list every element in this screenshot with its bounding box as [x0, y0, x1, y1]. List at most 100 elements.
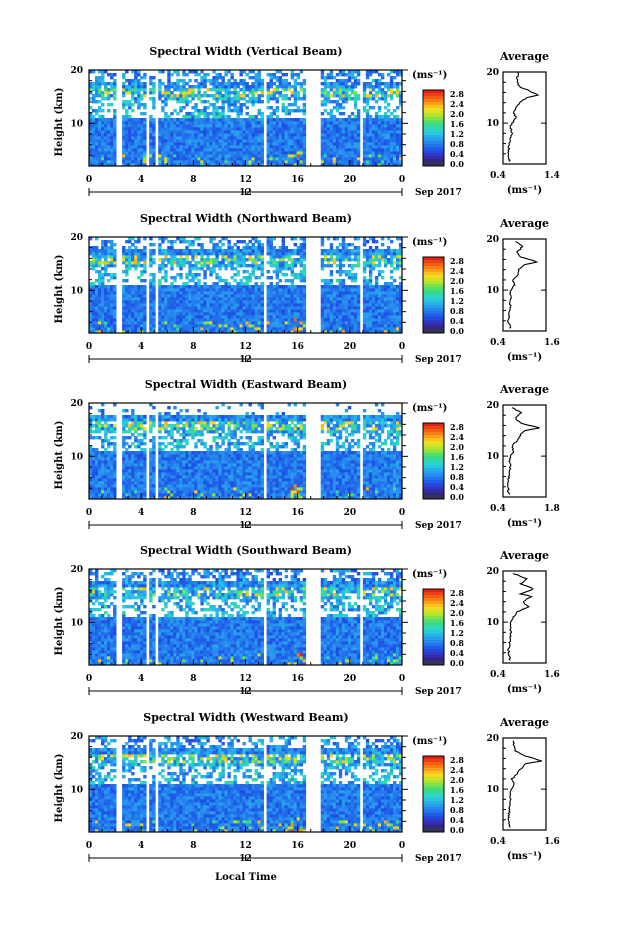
heatmap-cell: [203, 291, 207, 295]
heatmap-cell: [329, 139, 334, 143]
heatmap-cell: [200, 264, 204, 268]
heatmap-cell: [98, 151, 102, 155]
heatmap-cell: [191, 145, 195, 149]
heatmap-cell: [215, 157, 219, 161]
heatmap-cell: [167, 163, 171, 167]
heatmap-cell: [260, 300, 264, 304]
heatmap-cell: [254, 130, 258, 134]
heatmap-cell: [137, 160, 141, 164]
heatmap-cell: [335, 73, 340, 77]
heatmap-cell: [110, 148, 114, 152]
heatmap-cell: [125, 118, 129, 122]
heatmap-cell: [353, 255, 358, 259]
heatmap-cell: [197, 291, 201, 295]
heatmap-cell: [293, 249, 298, 253]
heatmap-cell: [104, 70, 108, 74]
heatmap-cell: [266, 73, 270, 77]
heatmap-cell: [194, 294, 198, 298]
heatmap-cell: [284, 94, 289, 98]
heatmap-cell: [356, 327, 361, 331]
heatmap-cell: [344, 294, 349, 298]
heatmap-cell: [320, 303, 325, 307]
heatmap-cell: [188, 324, 192, 328]
heatmap-cell: [218, 85, 222, 89]
heatmap-cell: [92, 315, 96, 319]
heatmap-cell: [341, 306, 346, 310]
colorbar-tick-label: 2.4: [450, 99, 464, 109]
heatmap-cell: [131, 300, 135, 304]
heatmap-cell: [212, 237, 216, 241]
heatmap-cell: [167, 303, 171, 307]
heatmap-cell: [344, 246, 349, 250]
heatmap-cell: [332, 115, 337, 119]
heatmap-cell: [347, 264, 352, 268]
heatmap-cell: [152, 91, 156, 95]
heatmap-cell: [221, 303, 225, 307]
heatmap-cell: [227, 85, 231, 89]
heatmap-cell: [296, 97, 301, 101]
heatmap-cell: [98, 127, 102, 131]
heatmap-cell: [125, 294, 129, 298]
heatmap-cell: [140, 309, 144, 313]
heatmap-cell: [287, 252, 292, 256]
heatmap-cell: [272, 145, 276, 149]
heatmap-cell: [203, 109, 207, 113]
heatmap-cell: [257, 160, 261, 164]
heatmap-cell: [233, 267, 237, 271]
heatmap-cell: [239, 261, 243, 265]
heatmap-cell: [356, 264, 361, 268]
heatmap-cell: [188, 163, 192, 167]
heatmap-cell: [275, 70, 280, 74]
heatmap-cell: [95, 88, 99, 92]
heatmap-cell: [209, 163, 213, 167]
heatmap-cell: [98, 315, 102, 319]
heatmap-cell: [173, 157, 177, 161]
heatmap-cell: [287, 279, 292, 283]
heatmap-cell: [239, 79, 243, 83]
heatmap-cell: [269, 243, 273, 247]
heatmap-cell: [326, 297, 331, 301]
heatmap-cell: [287, 285, 292, 289]
heatmap-cell: [224, 88, 228, 92]
heatmap-cell: [347, 136, 352, 140]
heatmap-cell: [89, 327, 93, 331]
heatmap-cell: [398, 127, 403, 131]
heatmap-cell: [173, 85, 177, 89]
heatmap-cell: [212, 133, 216, 137]
heatmap-cell: [323, 157, 328, 161]
heatmap-cell: [179, 130, 183, 134]
heatmap-cell: [347, 306, 352, 310]
colorbar-segment: [423, 296, 444, 300]
heatmap-cell: [179, 261, 183, 265]
heatmap-cell: [335, 327, 340, 331]
heatmap-cell: [260, 94, 264, 98]
heatmap-cell: [347, 70, 352, 74]
heatmap-cell: [164, 312, 168, 316]
heatmap-cell: [329, 330, 334, 334]
heatmap-cell: [158, 306, 162, 310]
heatmap-cell: [137, 121, 141, 125]
heatmap-cell: [395, 318, 400, 322]
heatmap-cell: [104, 321, 108, 325]
heatmap-cell: [365, 148, 370, 152]
heatmap-cell: [134, 142, 138, 146]
heatmap-cell: [251, 324, 255, 328]
heatmap-cell: [125, 315, 129, 319]
heatmap-cell: [215, 136, 219, 140]
colorbar-segment: [423, 153, 444, 157]
heatmap-cell: [224, 148, 228, 152]
heatmap-cell: [200, 79, 204, 83]
heatmap-cell: [161, 70, 165, 74]
heatmap-cell: [395, 312, 400, 316]
heatmap-cell: [107, 246, 111, 250]
heatmap-cell: [95, 249, 99, 253]
heatmap-cell: [278, 252, 283, 256]
heatmap-cell: [275, 148, 280, 152]
heatmap-cell: [164, 160, 168, 164]
heatmap-cell: [191, 97, 195, 101]
heatmap-cell: [134, 124, 138, 128]
heatmap-cell: [164, 118, 168, 122]
heatmap-cell: [233, 309, 237, 313]
heatmap-cell: [356, 154, 361, 158]
heatmap-cell: [281, 303, 286, 307]
